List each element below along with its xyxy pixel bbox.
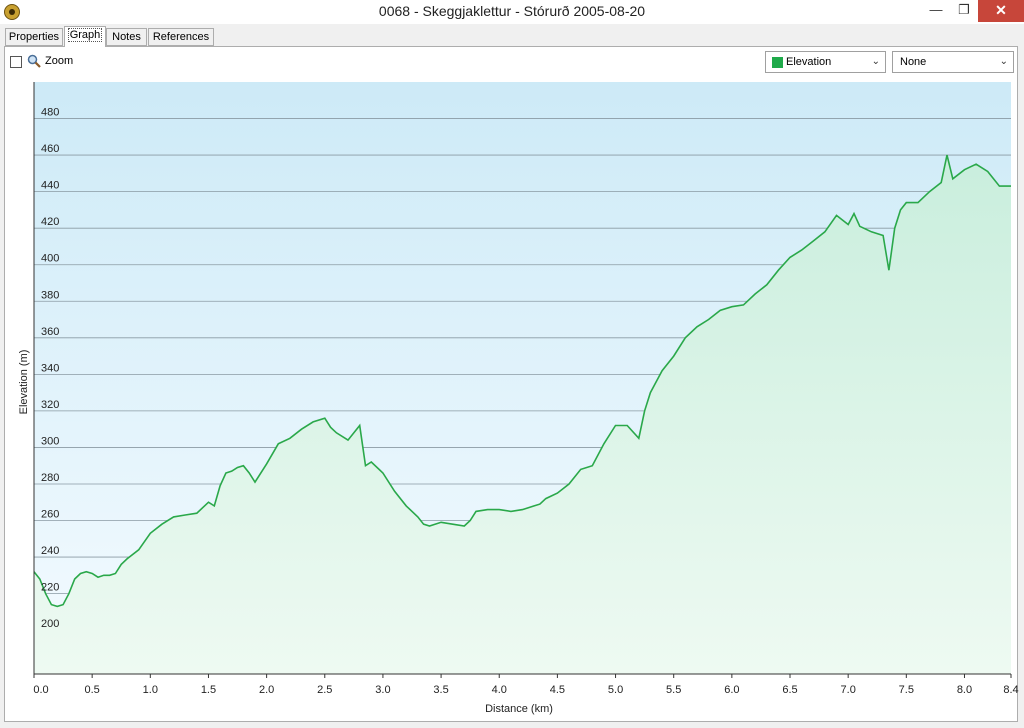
elevation-series-line (33, 154, 1011, 608)
chevron-down-icon: ⌄ (999, 56, 1008, 67)
x-tick-label: 4.0 (492, 684, 507, 696)
elevation-area-fill (34, 155, 1011, 675)
window-title: 0068 - Skeggjaklettur - Stórurð 2005-08-… (378, 3, 646, 19)
secondary-series-value: None (900, 56, 927, 68)
y-tick-label: 200 (41, 618, 59, 630)
x-tick-label: 8.4 (1003, 684, 1018, 696)
y-tick-label: 320 (41, 399, 59, 411)
y-tick-label: 240 (41, 545, 59, 557)
y-axis-title: Elevation (m) (18, 350, 30, 415)
y-tick-label: 300 (41, 435, 59, 447)
x-axis-title: Distance (km) (485, 703, 553, 715)
y-tick-label: 420 (41, 216, 59, 228)
title-bar: 0068 - Skeggjaklettur - Stórurð 2005-08-… (0, 0, 1024, 24)
y-tick-label: 460 (41, 143, 59, 155)
chevron-down-icon: ⌄ (871, 56, 880, 67)
x-tick-label: 6.0 (724, 684, 739, 696)
tab-properties[interactable]: Properties (5, 28, 63, 46)
x-tick-label: 3.0 (375, 684, 390, 696)
x-tick-label: 2.0 (259, 684, 274, 696)
tab-label: Notes (112, 31, 141, 43)
x-tick-label: 8.0 (957, 684, 972, 696)
y-tick-label: 340 (41, 362, 59, 374)
secondary-series-select[interactable]: None ⌄ (892, 51, 1014, 73)
tab-label: References (152, 31, 210, 43)
x-tick-label: 6.5 (782, 684, 797, 696)
close-icon[interactable]: ✕ (978, 0, 1024, 22)
tab-label: Graph (67, 28, 103, 42)
tab-label: Properties (8, 31, 60, 43)
app-icon[interactable] (4, 4, 20, 20)
y-tick-label: 360 (41, 326, 59, 338)
magnifier-icon (27, 54, 41, 68)
y-tick-label: 260 (41, 509, 59, 521)
series-color-swatch (772, 57, 783, 68)
x-tick-label: 1.0 (143, 684, 158, 696)
tab-graph[interactable]: Graph (64, 26, 106, 47)
x-tick-label: 0.0 (33, 684, 48, 696)
x-tick-label: 7.5 (899, 684, 914, 696)
tab-references[interactable]: References (148, 28, 214, 46)
x-tick-label: 5.0 (608, 684, 623, 696)
y-tick-label: 440 (41, 180, 59, 192)
zoom-label: Zoom (45, 55, 74, 67)
y-tick-label: 220 (41, 582, 59, 594)
y-tick-label: 280 (41, 472, 59, 484)
y-tick-label: 480 (41, 107, 59, 119)
primary-series-value: Elevation (786, 56, 832, 68)
tab-notes[interactable]: Notes (106, 28, 147, 46)
zoom-checkbox[interactable] (10, 56, 22, 68)
x-tick-label: 4.5 (550, 684, 565, 696)
x-tick-label: 7.0 (841, 684, 856, 696)
x-tick-label: 5.5 (666, 684, 681, 696)
y-tick-label: 400 (41, 253, 59, 265)
x-tick-label: 2.5 (317, 684, 332, 696)
minimize-icon[interactable]: — (929, 2, 943, 17)
y-tick-label: 380 (41, 289, 59, 301)
x-tick-label: 0.5 (85, 684, 100, 696)
x-tick-label: 1.5 (201, 684, 216, 696)
x-tick-label: 3.5 (433, 684, 448, 696)
restore-icon[interactable]: ❐ (958, 2, 970, 17)
primary-series-select[interactable]: Elevation ⌄ (765, 51, 886, 73)
